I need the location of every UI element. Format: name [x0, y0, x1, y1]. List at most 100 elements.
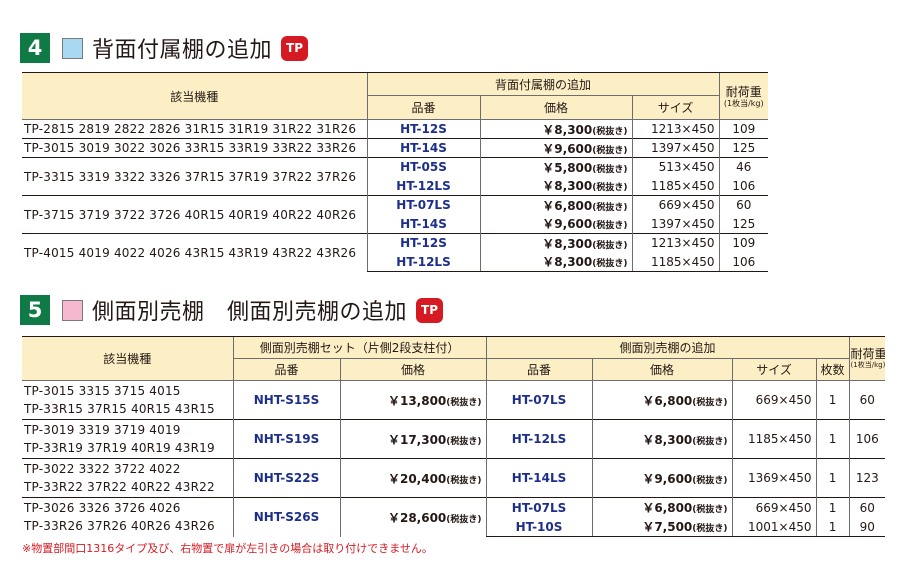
load-capacity: 106	[718, 252, 769, 272]
section-number: 4	[20, 33, 50, 63]
part-number: HT-12S	[366, 233, 480, 253]
part-number: HT-12S	[366, 119, 480, 139]
price-value: ￥28,600	[387, 510, 447, 525]
tax-note: (税抜き)	[446, 397, 482, 408]
applicable-models: TP-3715 3719 3722 3726 40R15 40R19 40R22…	[22, 195, 367, 234]
set-price-cell: ￥17,300(税抜き)	[339, 419, 487, 459]
table-row: TP-3015 3019 3022 3026 33R15 33R19 33R22…	[22, 138, 769, 158]
price-value: ￥9,600	[542, 141, 593, 156]
color-swatch	[62, 37, 83, 59]
load-capacity: 125	[718, 214, 769, 234]
price-cell: ￥6,800(税抜き)	[591, 497, 733, 517]
price-cell: ￥8,300(税抜き)	[479, 176, 632, 196]
table-row: TP-3019 3319 3719 4019 TP-33R19 37R19 40R…	[22, 419, 886, 459]
model-line: TP-33R15 37R15 40R15 43R15	[24, 402, 215, 416]
load-capacity: 46	[718, 157, 769, 177]
model-line: TP-33R26 37R26 40R26 43R26	[24, 519, 215, 534]
load-capacity: 109	[718, 233, 769, 253]
size: 1213×450	[631, 119, 720, 139]
tax-note: (税抜き)	[592, 221, 628, 232]
price-cell: ￥9,600(税抜き)	[591, 458, 733, 498]
set-price-cell: ￥28,600(税抜き)	[339, 497, 487, 537]
tp-badge: TP	[281, 35, 309, 61]
section-4-header: 4 背面付属棚の追加 TP	[20, 32, 309, 64]
table-row: TP-3015 3315 3715 4015 TP-33R15 37R15 40R…	[22, 380, 886, 420]
count: 1	[815, 419, 850, 459]
part-number: HT-10S	[485, 517, 593, 537]
size: 513×450	[631, 157, 720, 177]
count: 1	[815, 458, 850, 498]
tax-note: (税抜き)	[692, 397, 728, 408]
header-add-part-number: 品番	[485, 358, 593, 381]
price-value: ￥7,500	[642, 520, 693, 534]
header-part-number: 品番	[366, 95, 480, 120]
tax-note: (税抜き)	[592, 164, 628, 175]
model-line: TP-3026 3326 3726 4026	[24, 501, 181, 516]
load-label: 耐荷重	[850, 347, 886, 361]
table-row: TP-3026 3326 3726 4026 TP-33R26 37R26 40R…	[22, 497, 886, 537]
section-5-header: 5 側面別売棚 側面別売棚の追加 TP	[20, 294, 444, 326]
tax-note: (税抜き)	[692, 505, 728, 515]
tax-note: (税抜き)	[692, 524, 728, 534]
header-add-price: 価格	[591, 358, 733, 381]
applicable-models: TP-3315 3319 3322 3326 37R15 37R19 37R22…	[22, 157, 367, 196]
tax-note: (税抜き)	[592, 259, 628, 270]
price-cell: ￥7,500(税抜き)	[591, 517, 733, 537]
part-number: HT-14S	[366, 214, 480, 234]
table-row: HT-12LS ￥8,300(税抜き) 1185×450 106	[22, 176, 769, 196]
load-capacity: 60	[848, 497, 886, 517]
tax-note: (税抜き)	[446, 514, 482, 525]
model-line: TP-33R22 37R22 40R22 43R22	[24, 480, 215, 494]
price-value: ￥5,800	[542, 160, 593, 175]
load-capacity: 106	[718, 176, 769, 196]
applicable-models: TP-2815 2819 2822 2826 31R15 31R19 31R22…	[22, 119, 367, 139]
size: 669×450	[631, 195, 720, 215]
price-value: ￥8,300	[642, 432, 693, 447]
applicable-models: TP-3015 3019 3022 3026 33R15 33R19 33R22…	[22, 138, 367, 158]
price-cell: ￥8,300(税抜き)	[479, 252, 632, 272]
header-models: 該当機種	[22, 72, 367, 120]
price-value: ￥8,300	[542, 122, 593, 137]
header-models: 該当機種	[22, 336, 233, 381]
part-number: HT-05S	[366, 157, 480, 177]
model-line: TP-3019 3319 3719 4019	[24, 423, 181, 437]
applicable-models: TP-3019 3319 3719 4019 TP-33R19 37R19 40R…	[22, 419, 233, 459]
table-row: TP-4015 4019 4022 4026 43R15 43R19 43R22…	[22, 233, 769, 272]
rear-shelf-table: 該当機種 背面付属棚の追加 耐荷重 (1枚当/kg) 品番 価格 サイズ TP-…	[22, 72, 769, 272]
table-row: HT-14S ￥9,600(税抜き) 1397×450 125	[22, 214, 769, 234]
table-row: TP-2815 2819 2822 2826 31R15 31R19 31R22…	[22, 119, 769, 139]
model-line: TP-3022 3322 3722 4022	[24, 462, 181, 476]
load-capacity: 60	[718, 195, 769, 215]
color-swatch	[62, 299, 83, 321]
size: 1369×450	[731, 458, 817, 498]
price-cell: ￥8,300(税抜き)	[591, 419, 733, 459]
tax-note: (税抜き)	[592, 202, 628, 213]
load-capacity: 90	[848, 517, 886, 537]
header-set-price: 価格	[339, 358, 487, 381]
tax-note: (税抜き)	[592, 145, 628, 156]
count: 1	[815, 517, 850, 537]
part-number: HT-12LS	[366, 252, 480, 272]
tax-note: (税抜き)	[592, 183, 628, 194]
price-value: ￥20,400	[387, 471, 447, 486]
set-price-cell: ￥20,400(税抜き)	[339, 458, 487, 498]
load-capacity: 123	[848, 458, 886, 498]
header-price: 価格	[479, 95, 632, 120]
size: 669×450	[731, 380, 817, 420]
header-load: 耐荷重 (1枚当/kg)	[848, 336, 886, 381]
price-cell: ￥5,800(税抜き)	[479, 157, 632, 177]
table-row: HT-12LS ￥8,300(税抜き) 1185×450 106	[22, 252, 769, 272]
price-value: ￥9,600	[642, 471, 693, 486]
size: 1213×450	[631, 233, 720, 253]
tax-note: (税抜き)	[592, 240, 628, 251]
applicable-models: TP-3015 3315 3715 4015 TP-33R15 37R15 40R…	[22, 380, 233, 420]
model-line: TP-33R19 37R19 40R19 43R19	[24, 441, 215, 455]
size: 1185×450	[731, 419, 817, 459]
size: 1397×450	[631, 138, 720, 158]
table-row: TP-3715 3719 3722 3726 40R15 40R19 40R22…	[22, 195, 769, 234]
price-cell: ￥8,300(税抜き)	[479, 119, 632, 139]
set-part-number: NHT-S22S	[232, 458, 340, 498]
load-capacity: 60	[848, 380, 886, 420]
count: 1	[815, 380, 850, 420]
section-number: 5	[20, 295, 50, 325]
